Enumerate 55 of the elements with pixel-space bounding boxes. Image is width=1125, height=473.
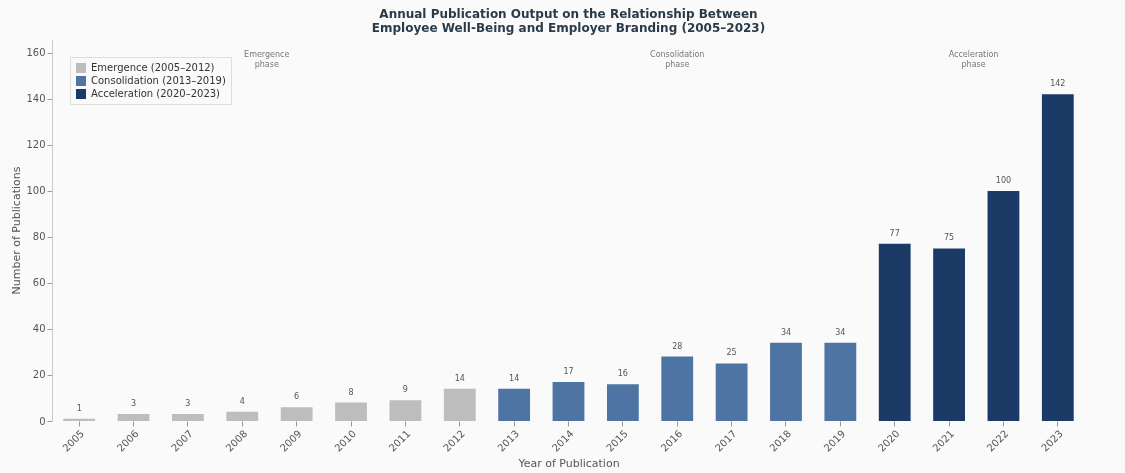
- bar: [715, 363, 748, 421]
- data-label: 77: [889, 228, 900, 238]
- data-label: 16: [617, 369, 628, 379]
- y-tick-label: 0: [39, 415, 46, 427]
- bar: [770, 342, 802, 421]
- y-tick-label: 40: [32, 323, 46, 335]
- data-label: 3: [185, 399, 191, 409]
- data-label: 17: [563, 366, 574, 376]
- legend-label: Acceleration (2020–2023): [91, 88, 221, 99]
- data-label: 4: [239, 396, 245, 406]
- data-label: 8: [348, 387, 354, 397]
- y-axis-title: Number of Publications: [10, 166, 24, 295]
- y-tick-label: 60: [32, 277, 46, 289]
- bar: [172, 414, 204, 421]
- data-label: 28: [672, 341, 683, 351]
- y-tick-label: 80: [32, 231, 46, 243]
- data-label: 1: [76, 403, 82, 413]
- data-label: 9: [402, 385, 408, 395]
- data-label: 142: [1050, 79, 1066, 89]
- data-label: 14: [454, 373, 465, 383]
- data-label: 34: [780, 327, 792, 337]
- legend-label: Consolidation (2013–2019): [91, 75, 226, 86]
- bar: [824, 342, 857, 421]
- bar: [1041, 94, 1074, 421]
- bar: [443, 388, 476, 421]
- y-tick-label: 140: [26, 93, 46, 105]
- chart-title: Annual Publication Output on the Relationship Between Employee Well-Being and Employer Branding (2005–2023): [371, 7, 766, 35]
- data-label: 25: [726, 348, 737, 358]
- bar: [933, 248, 965, 421]
- data-label: 6: [294, 392, 300, 402]
- data-label: 34: [835, 327, 846, 337]
- data-label: 3: [131, 399, 137, 409]
- data-label: 100: [995, 175, 1012, 185]
- bar: [498, 388, 531, 421]
- bar: [552, 381, 585, 421]
- y-tick-label: 160: [26, 47, 46, 59]
- bar: [226, 411, 259, 421]
- bar: [389, 400, 422, 421]
- bar: [117, 414, 150, 421]
- data-label: 14: [509, 373, 520, 383]
- y-tick-label: 20: [32, 369, 46, 381]
- data-label: 75: [943, 233, 955, 243]
- y-tick-label: 120: [26, 139, 46, 151]
- y-tick-label: 100: [26, 185, 46, 197]
- annotation: Acceleration phase: [948, 50, 999, 69]
- bar: [280, 407, 313, 421]
- annotation: Emergence phase: [244, 50, 290, 69]
- bar: [606, 384, 639, 421]
- bar: [987, 190, 1020, 421]
- bar: [661, 356, 694, 421]
- bar: [335, 402, 367, 421]
- legend-label: Emergence (2005–2012): [91, 62, 215, 73]
- bar: [878, 243, 911, 421]
- annotation: Consolidation phase: [650, 50, 705, 69]
- x-axis-title: Year of Publication: [517, 456, 620, 470]
